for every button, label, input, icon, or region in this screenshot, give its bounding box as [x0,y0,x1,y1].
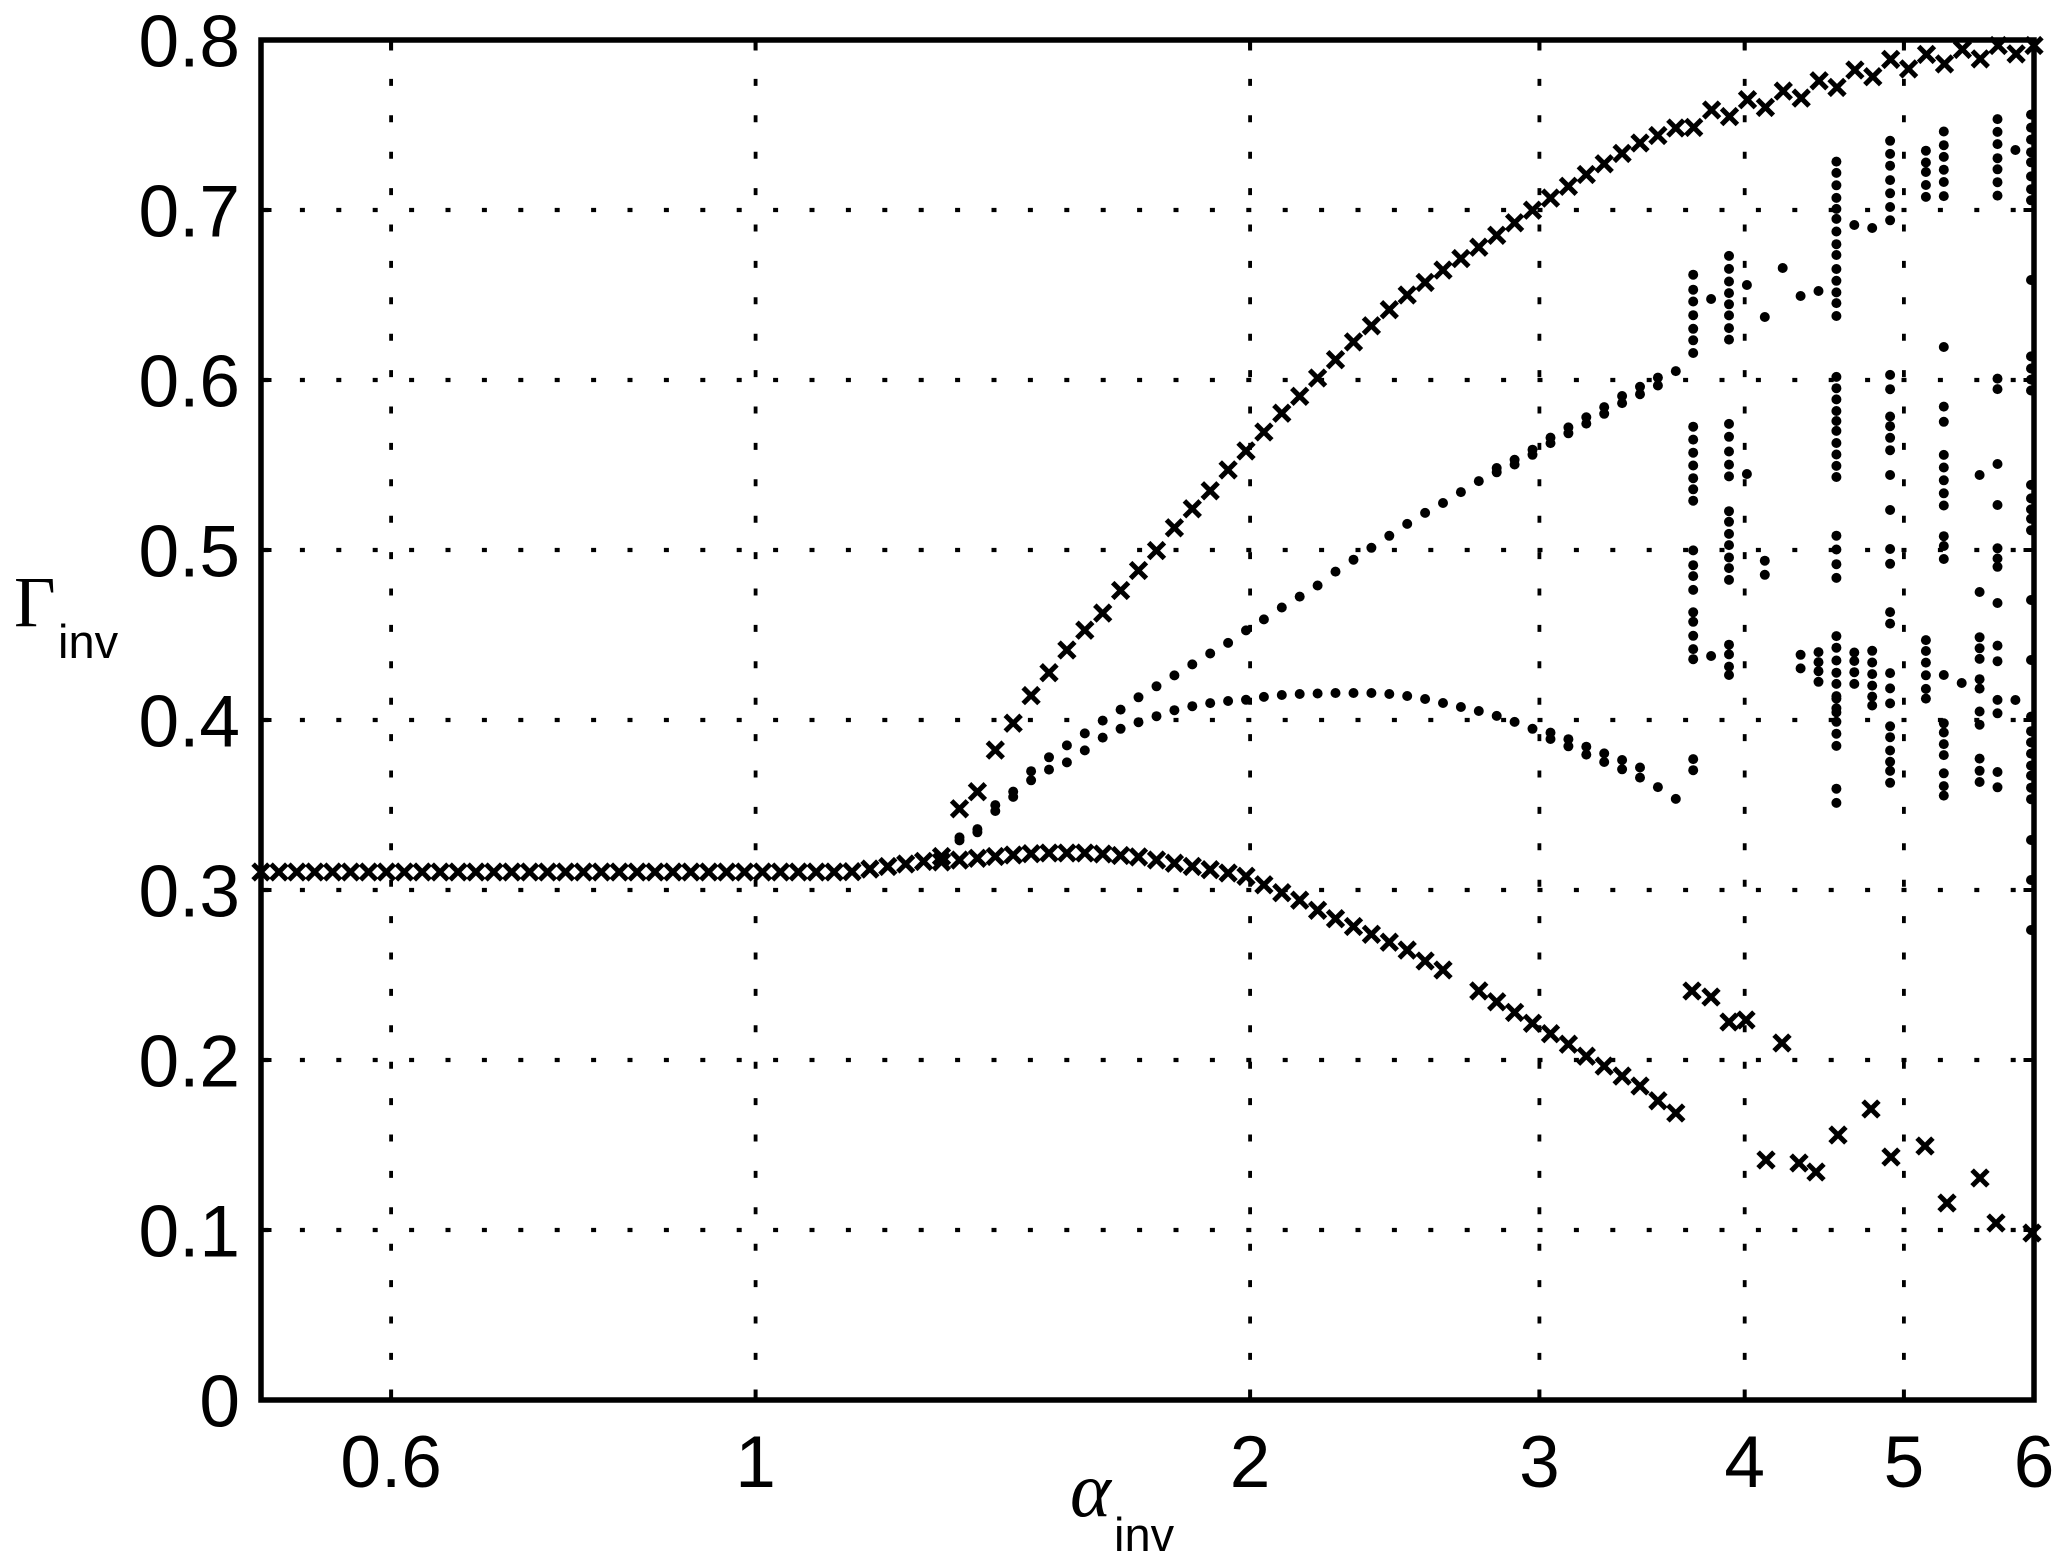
svg-text:1: 1 [735,1422,776,1503]
svg-text:0.8: 0.8 [139,2,240,83]
svg-text:0.1: 0.1 [139,1192,240,1273]
svg-text:3: 3 [1519,1422,1560,1503]
svg-text:5: 5 [1884,1422,1925,1503]
svg-text:0: 0 [199,1362,240,1443]
svg-text:2: 2 [1230,1422,1271,1503]
svg-text:α: α [1070,1446,1113,1533]
svg-text:6: 6 [2014,1422,2055,1503]
svg-text:Γ: Γ [14,562,56,642]
svg-text:inv: inv [58,615,119,668]
svg-text:0.4: 0.4 [139,682,240,763]
svg-text:0.2: 0.2 [139,1022,240,1103]
svg-text:0.6: 0.6 [139,342,240,423]
svg-text:0.5: 0.5 [139,512,240,593]
svg-text:0.7: 0.7 [139,172,240,253]
svg-text:inv: inv [1114,1508,1175,1561]
svg-text:0.6: 0.6 [340,1422,441,1503]
svg-text:4: 4 [1724,1422,1765,1503]
svg-text:0.3: 0.3 [139,852,240,933]
